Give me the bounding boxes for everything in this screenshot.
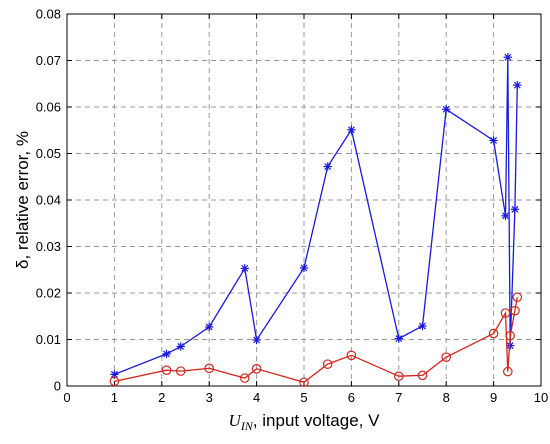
- x-tick-label: 8: [443, 390, 450, 405]
- data-point: [503, 53, 513, 62]
- x-tick-label: 6: [348, 390, 355, 405]
- data-point: [417, 370, 428, 381]
- x-axis-label: UIN, input voltage, V: [229, 411, 381, 433]
- data-point: [346, 350, 357, 361]
- y-tick-label: 0.01: [36, 332, 61, 347]
- data-point: [204, 363, 214, 374]
- y-tick-label: 0: [54, 379, 61, 394]
- data-point: [505, 330, 515, 341]
- data-point: [489, 136, 498, 145]
- data-point: [512, 292, 523, 302]
- x-axis-label-subscript: IN: [240, 419, 254, 433]
- data-point: [240, 264, 249, 273]
- data-point: [176, 342, 185, 351]
- y-axis-ticks: 0 0.01 0.02 0.03 0.04 0.05 0.06 0.07 0.08: [36, 7, 541, 394]
- y-tick-label: 0.05: [36, 146, 61, 161]
- data-point: [299, 263, 309, 273]
- y-tick-label: 0.08: [36, 7, 61, 22]
- x-axis-ticks: 0 1 2 3 4 5 6 7 8 9 10: [63, 14, 548, 405]
- data-point: [161, 365, 172, 375]
- data-point: [110, 370, 119, 379]
- data-point: [252, 335, 261, 345]
- data-point: [510, 305, 520, 316]
- x-tick-label: 10: [534, 390, 548, 405]
- data-point: [251, 363, 262, 374]
- y-tick-label: 0.06: [36, 100, 61, 115]
- data-point: [418, 321, 427, 331]
- x-tick-label: 5: [300, 390, 307, 405]
- data-point: [162, 349, 171, 359]
- x-axis-label-text: , input voltage, V: [253, 411, 380, 430]
- data-point: [205, 322, 214, 332]
- x-tick-label: 3: [206, 390, 213, 405]
- x-tick-label: 1: [111, 390, 118, 405]
- x-tick-label: 0: [63, 390, 70, 405]
- data-point: [393, 371, 404, 382]
- series-layer: [109, 53, 523, 388]
- x-axis-label-symbol: U: [229, 411, 243, 430]
- x-tick-label: 7: [395, 390, 402, 405]
- data-point: [510, 205, 520, 214]
- data-point: [109, 376, 120, 387]
- data-point: [394, 334, 403, 343]
- grid: [67, 14, 541, 386]
- y-axis-label: δ, relative error, %: [13, 131, 32, 269]
- data-point: [175, 366, 186, 376]
- data-point: [503, 366, 513, 377]
- series-1: [110, 53, 522, 379]
- x-tick-label: 2: [158, 390, 165, 405]
- x-tick-label: 4: [253, 390, 260, 405]
- data-point: [323, 162, 332, 171]
- data-point: [441, 352, 451, 362]
- data-point: [239, 373, 250, 383]
- data-point: [299, 377, 309, 388]
- data-point: [500, 308, 511, 318]
- y-tick-label: 0.03: [36, 239, 61, 254]
- data-point: [322, 359, 333, 369]
- series-2: [109, 292, 523, 388]
- y-tick-label: 0.07: [36, 53, 61, 68]
- data-point: [488, 328, 499, 339]
- data-point: [442, 105, 451, 114]
- y-tick-label: 0.04: [36, 193, 61, 208]
- data-point: [513, 80, 522, 90]
- series-line: [114, 57, 518, 376]
- x-tick-label: 9: [490, 390, 497, 405]
- data-point: [347, 125, 356, 134]
- data-point: [501, 211, 510, 221]
- y-tick-label: 0.02: [36, 286, 61, 301]
